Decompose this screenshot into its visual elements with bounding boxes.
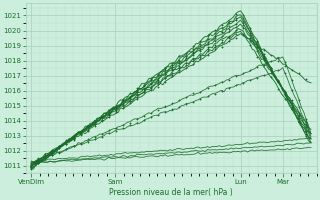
X-axis label: Pression niveau de la mer( hPa ): Pression niveau de la mer( hPa ) [109, 188, 233, 197]
